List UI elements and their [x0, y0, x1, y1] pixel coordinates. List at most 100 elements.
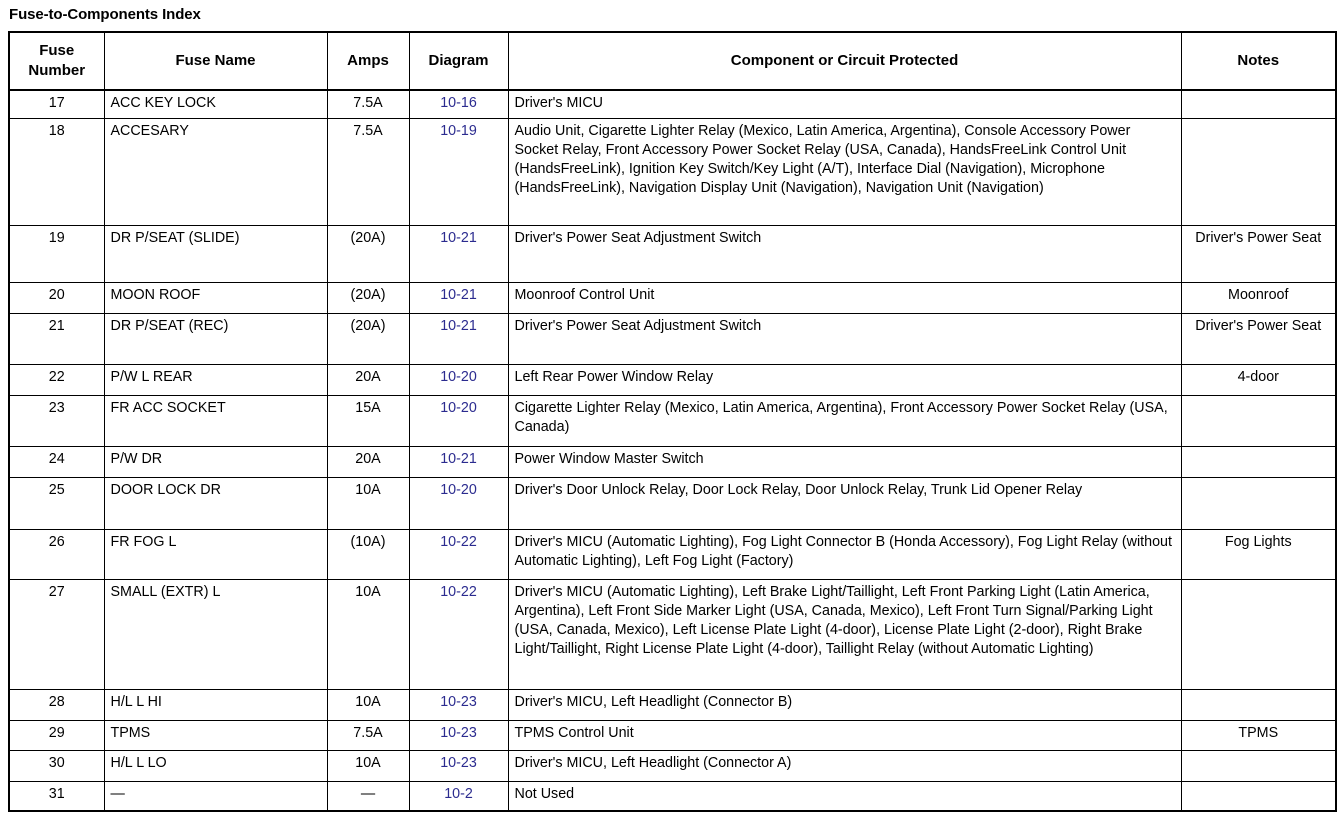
cell-fuse-number: 18 — [8, 117, 105, 226]
table-row: 28 H/L L HI 10A 10-23 Driver's MICU, Lef… — [8, 688, 1337, 721]
cell-fuse-number: 29 — [8, 719, 105, 751]
column-header-fuse-name: Fuse Name — [103, 31, 328, 91]
table-row: 22 P/W L REAR 20A 10-20 Left Rear Power … — [8, 363, 1337, 396]
table-row: 30 H/L L LO 10A 10-23 Driver's MICU, Lef… — [8, 749, 1337, 782]
cell-fuse-name: H/L L LO — [103, 749, 328, 782]
cell-fuse-name: — — [103, 780, 328, 812]
table-row: 24 P/W DR 20A 10-21 Power Window Master … — [8, 445, 1337, 478]
cell-fuse-name: DOOR LOCK DR — [103, 476, 328, 530]
cell-notes — [1180, 780, 1337, 812]
cell-notes — [1180, 445, 1337, 478]
cell-amps: 7.5A — [326, 89, 410, 119]
cell-fuse-number: 27 — [8, 578, 105, 690]
column-header-diagram: Diagram — [408, 31, 509, 91]
table-row: 17 ACC KEY LOCK 7.5A 10-16 Driver's MICU — [8, 89, 1337, 119]
cell-amps: 10A — [326, 688, 410, 721]
table-row: 31 — — 10-2 Not Used — [8, 780, 1337, 812]
column-header-component: Component or Circuit Protected — [507, 31, 1182, 91]
cell-fuse-number: 26 — [8, 528, 105, 580]
cell-component: Cigarette Lighter Relay (Mexico, Latin A… — [507, 394, 1182, 447]
cell-notes — [1180, 578, 1337, 690]
table-row: 21 DR P/SEAT (REC) (20A) 10-21 Driver's … — [8, 312, 1337, 365]
diagram-link[interactable]: 10-22 — [408, 528, 509, 580]
column-header-fuse-number-line1: Fuse — [39, 41, 75, 59]
cell-component: Left Rear Power Window Relay — [507, 363, 1182, 396]
diagram-link[interactable]: 10-20 — [408, 476, 509, 530]
table-row: 26 FR FOG L (10A) 10-22 Driver's MICU (A… — [8, 528, 1337, 580]
table-row: 27 SMALL (EXTR) L 10A 10-22 Driver's MIC… — [8, 578, 1337, 690]
cell-notes: Moonroof — [1180, 281, 1337, 314]
cell-notes — [1180, 749, 1337, 782]
cell-fuse-number: 28 — [8, 688, 105, 721]
cell-fuse-name: DR P/SEAT (SLIDE) — [103, 224, 328, 283]
cell-fuse-number: 19 — [8, 224, 105, 283]
cell-fuse-name: DR P/SEAT (REC) — [103, 312, 328, 365]
cell-component: Driver's Door Unlock Relay, Door Lock Re… — [507, 476, 1182, 530]
cell-component: Driver's MICU (Automatic Lighting), Fog … — [507, 528, 1182, 580]
diagram-link[interactable]: 10-2 — [408, 780, 509, 812]
diagram-link[interactable]: 10-21 — [408, 312, 509, 365]
diagram-link[interactable]: 10-23 — [408, 688, 509, 721]
cell-fuse-number: 20 — [8, 281, 105, 314]
table-row: 23 FR ACC SOCKET 15A 10-20 Cigarette Lig… — [8, 394, 1337, 447]
table-row: 29 TPMS 7.5A 10-23 TPMS Control Unit TPM… — [8, 719, 1337, 751]
diagram-link[interactable]: 10-21 — [408, 445, 509, 478]
cell-notes — [1180, 476, 1337, 530]
cell-component: Driver's MICU, Left Headlight (Connector… — [507, 749, 1182, 782]
column-header-notes: Notes — [1180, 31, 1337, 91]
cell-component: TPMS Control Unit — [507, 719, 1182, 751]
cell-amps: 7.5A — [326, 719, 410, 751]
cell-amps: 20A — [326, 445, 410, 478]
cell-amps: (20A) — [326, 281, 410, 314]
cell-component: Driver's Power Seat Adjustment Switch — [507, 224, 1182, 283]
diagram-link[interactable]: 10-19 — [408, 117, 509, 226]
cell-notes: TPMS — [1180, 719, 1337, 751]
page-title: Fuse-to-Components Index — [9, 6, 201, 23]
cell-amps: 20A — [326, 363, 410, 396]
diagram-link[interactable]: 10-22 — [408, 578, 509, 690]
cell-amps: (10A) — [326, 528, 410, 580]
column-header-amps: Amps — [326, 31, 410, 91]
diagram-link[interactable]: 10-16 — [408, 89, 509, 119]
cell-component: Moonroof Control Unit — [507, 281, 1182, 314]
cell-amps: (20A) — [326, 312, 410, 365]
cell-fuse-number: 30 — [8, 749, 105, 782]
cell-notes — [1180, 117, 1337, 226]
cell-fuse-number: 21 — [8, 312, 105, 365]
cell-fuse-number: 25 — [8, 476, 105, 530]
cell-fuse-name: ACC KEY LOCK — [103, 89, 328, 119]
cell-fuse-name: H/L L HI — [103, 688, 328, 721]
cell-amps: 7.5A — [326, 117, 410, 226]
diagram-link[interactable]: 10-21 — [408, 224, 509, 283]
cell-component: Driver's MICU (Automatic Lighting), Left… — [507, 578, 1182, 690]
cell-fuse-name: P/W L REAR — [103, 363, 328, 396]
table-row: 20 MOON ROOF (20A) 10-21 Moonroof Contro… — [8, 281, 1337, 314]
cell-amps: 10A — [326, 476, 410, 530]
cell-notes: 4-door — [1180, 363, 1337, 396]
fuse-to-components-table: Fuse Number Fuse Name Amps Diagram Compo… — [8, 31, 1337, 812]
cell-component: Audio Unit, Cigarette Lighter Relay (Mex… — [507, 117, 1182, 226]
diagram-link[interactable]: 10-20 — [408, 394, 509, 447]
table-row: 25 DOOR LOCK DR 10A 10-20 Driver's Door … — [8, 476, 1337, 530]
table-header: Fuse Number Fuse Name Amps Diagram Compo… — [8, 31, 1337, 91]
cell-fuse-number: 23 — [8, 394, 105, 447]
cell-fuse-name: FR FOG L — [103, 528, 328, 580]
cell-fuse-number: 22 — [8, 363, 105, 396]
cell-notes: Fog Lights — [1180, 528, 1337, 580]
cell-notes — [1180, 688, 1337, 721]
diagram-link[interactable]: 10-20 — [408, 363, 509, 396]
cell-notes: Driver's Power Seat — [1180, 312, 1337, 365]
diagram-link[interactable]: 10-21 — [408, 281, 509, 314]
cell-amps: 15A — [326, 394, 410, 447]
cell-fuse-number: 17 — [8, 89, 105, 119]
diagram-link[interactable]: 10-23 — [408, 749, 509, 782]
table-body: 17 ACC KEY LOCK 7.5A 10-16 Driver's MICU… — [8, 89, 1337, 812]
cell-notes — [1180, 394, 1337, 447]
table-row: 18 ACCESARY 7.5A 10-19 Audio Unit, Cigar… — [8, 117, 1337, 226]
cell-component: Not Used — [507, 780, 1182, 812]
column-header-fuse-number-line2: Number — [28, 62, 86, 79]
cell-component: Driver's MICU — [507, 89, 1182, 119]
cell-notes — [1180, 89, 1337, 119]
diagram-link[interactable]: 10-23 — [408, 719, 509, 751]
